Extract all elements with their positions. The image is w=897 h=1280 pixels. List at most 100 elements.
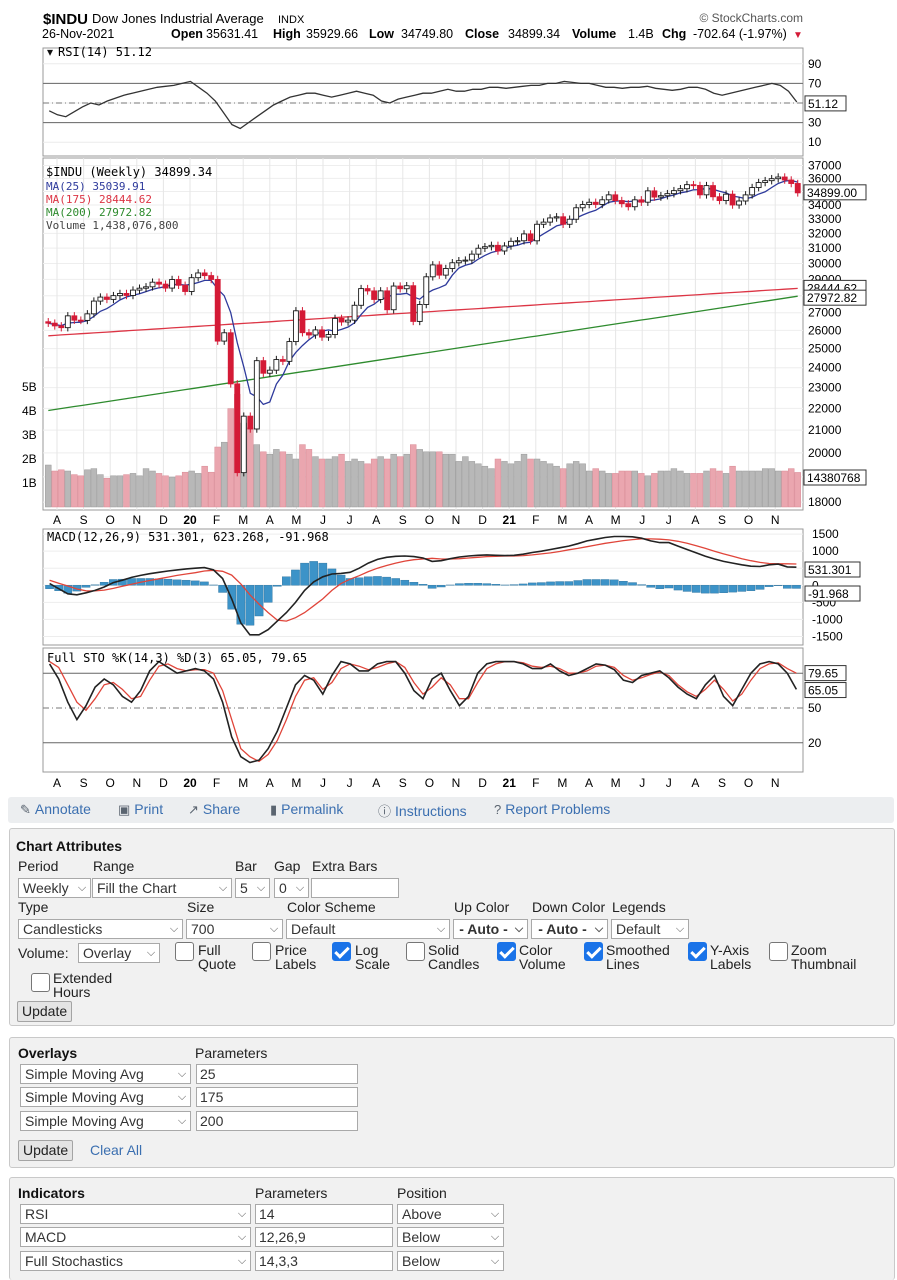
indicator-position-select-2[interactable]: Below ⌵ [397, 1227, 504, 1247]
overlay-type-select-3[interactable]: Simple Moving Avg ⌵ [20, 1111, 191, 1131]
indicator-position-select-3[interactable]: Below ⌵ [397, 1251, 504, 1271]
x-tick-label: N [771, 513, 780, 527]
log-scale-checkbox[interactable] [332, 942, 351, 961]
volume-value: 1.4B [628, 27, 654, 41]
print-link[interactable]: ▣ Print [118, 801, 164, 817]
candle-body [579, 204, 586, 209]
instructions-link[interactable]: ⓘ Instructions [378, 803, 467, 819]
macd-histogram-bar [537, 582, 546, 586]
x-tick-label: 21 [503, 776, 517, 790]
range-select[interactable]: Fill the Chart ⌵ [92, 878, 232, 898]
x-tick-label: M [611, 513, 621, 527]
macd-histogram-bar [573, 580, 583, 586]
macd-histogram-bar [200, 581, 209, 586]
zoom-thumbnail-checkbox[interactable] [769, 942, 788, 961]
volume-bar [768, 468, 775, 508]
up-color-select[interactable]: - Auto - ⌵ [453, 919, 528, 939]
indicator-param-input-2[interactable]: 12,26,9 [255, 1227, 393, 1247]
period-select[interactable]: Weekly ⌵ [18, 878, 91, 898]
candle-body [794, 183, 801, 194]
macd-histogram-bar [555, 581, 564, 586]
indicator-param-input-3[interactable]: 14,3,3 [255, 1251, 393, 1271]
overlay-param-input-3[interactable]: 200 [196, 1111, 358, 1131]
overlay-type-select-1[interactable]: Simple Moving Avg ⌵ [20, 1064, 191, 1084]
share-link[interactable]: ↗ Share [188, 801, 241, 817]
volume-select[interactable]: Overlay ⌵ [78, 943, 160, 963]
volume-bar [103, 477, 111, 508]
x-tick-label: M [557, 776, 567, 790]
x-tick-label: M [291, 776, 301, 790]
macd-histogram-bar [719, 585, 728, 594]
macd-histogram-bar [90, 584, 100, 586]
size-select[interactable]: 700 ⌵ [186, 919, 283, 939]
info-icon: ⓘ [378, 804, 392, 819]
indicator-type-select-1[interactable]: RSI ⌵ [20, 1204, 251, 1224]
sto-tick-label: 50 [808, 701, 822, 715]
legends-select[interactable]: Default ⌵ [611, 919, 689, 939]
gap-select[interactable]: 0 ⌵ [274, 878, 309, 898]
candle-body [364, 288, 371, 292]
candle-body [566, 218, 573, 225]
clear-all-link[interactable]: Clear All [90, 1142, 143, 1158]
candle-body [71, 315, 78, 321]
volume-bar [136, 475, 143, 508]
permalink-link[interactable]: ▮ Permalink [270, 801, 344, 817]
bar-select[interactable]: 5 ⌵ [235, 878, 270, 898]
candle-body [188, 277, 195, 292]
chart-attributes-panel: Chart Attributes Period Range Bar Gap Ex… [9, 828, 895, 1026]
indicator-type-select-3[interactable]: Full Stochastics ⌵ [20, 1251, 251, 1271]
overlays-update-button[interactable]: Update [18, 1140, 74, 1161]
candle-body [677, 188, 684, 192]
extra-bars-input[interactable] [311, 878, 399, 898]
smoothed-lines-checkbox[interactable] [584, 942, 603, 961]
extended-hours-checkbox[interactable] [31, 973, 50, 992]
macd-histogram-bar [609, 579, 619, 586]
type-select[interactable]: Candlesticks ⌵ [18, 919, 183, 939]
indicator-position-select-1[interactable]: Above ⌵ [397, 1204, 504, 1224]
attributes-update-button[interactable]: Update [17, 1001, 73, 1022]
indicator-type-select-2[interactable]: MACD ⌵ [20, 1227, 251, 1247]
candle-body [175, 279, 182, 286]
color-volume-checkbox[interactable] [497, 942, 516, 961]
volume-bar [514, 461, 521, 508]
open-label: Open [171, 27, 203, 41]
volume-bar [709, 468, 717, 508]
down-color-select[interactable]: - Auto - ⌵ [531, 919, 608, 939]
candle-body [488, 244, 495, 248]
overlay-type-select-2[interactable]: Simple Moving Avg ⌵ [20, 1087, 191, 1107]
legend-volume: Volume 1,438,076,800 [46, 219, 178, 232]
report-problems-link[interactable]: ? Report Problems [494, 801, 611, 817]
volume-bar [546, 463, 554, 508]
indicator-param-input-1[interactable]: 14 [255, 1204, 393, 1224]
candle-body [612, 194, 619, 201]
candle-body [788, 179, 795, 184]
overlay-param-input-2[interactable]: 175 [196, 1087, 358, 1107]
color-scheme-select[interactable]: Default ⌵ [286, 919, 450, 939]
full-quote-checkbox[interactable] [175, 942, 194, 961]
solid-candles-checkbox[interactable] [406, 942, 425, 961]
x-tick-label: N [452, 776, 461, 790]
volume-bar [123, 474, 130, 508]
chevron-down-icon: ⌵ [295, 882, 305, 894]
x-tick-label: A [691, 513, 699, 527]
volume-bar [788, 468, 795, 508]
price-tick-label: 25000 [808, 342, 842, 356]
price-labels-checkbox[interactable] [252, 942, 271, 961]
annotate-link[interactable]: ✎ Annotate [20, 801, 91, 817]
macd-histogram-bar [564, 581, 574, 586]
chevron-down-icon: ⌵ [490, 1208, 500, 1220]
macd-histogram-bar [181, 579, 191, 586]
log-scale-label: Log Scale [355, 942, 391, 972]
volume-bar [449, 453, 456, 508]
candle-body [390, 285, 397, 311]
candle-body [703, 185, 710, 196]
overlay-param-input-1[interactable]: 25 [196, 1064, 358, 1084]
up-color-label: Up Color [454, 899, 510, 915]
macd-histogram-bar [354, 577, 364, 586]
chart-date: 26-Nov-2021 [42, 27, 114, 41]
overlays-title: Overlays [18, 1045, 78, 1061]
volume-bar [194, 473, 202, 508]
rsi-panel [42, 47, 804, 157]
close-value: 34899.34 [508, 27, 560, 41]
yaxis-labels-checkbox[interactable] [688, 942, 707, 961]
